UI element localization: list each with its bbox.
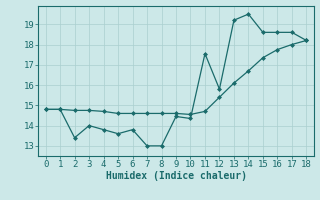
- X-axis label: Humidex (Indice chaleur): Humidex (Indice chaleur): [106, 171, 246, 181]
